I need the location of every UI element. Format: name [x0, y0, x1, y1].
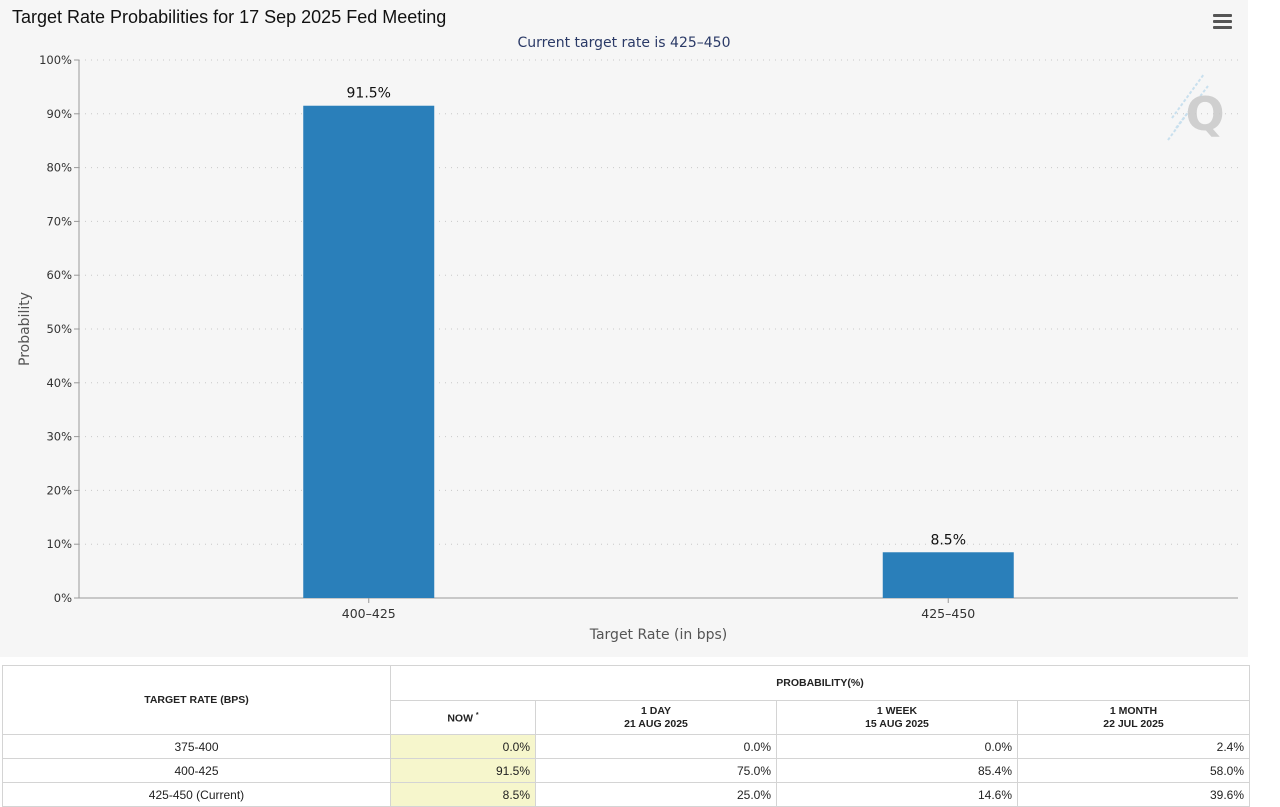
col-1day-header: 1 DAY 21 AUG 2025	[535, 700, 777, 735]
y-tick-label: 40%	[46, 376, 72, 390]
y-tick-label: 70%	[46, 214, 72, 228]
y-tick-label: 50%	[46, 322, 72, 336]
month-cell: 58.0%	[1017, 758, 1250, 783]
week-cell: 14.6%	[776, 782, 1018, 807]
probability-table: TARGET RATE (BPS) PROBABILITY(%) NOW * 1…	[2, 665, 1250, 807]
rate-cell: 375-400	[2, 734, 391, 759]
table-row: 400-425 91.5% 75.0% 85.4% 58.0%	[2, 758, 1250, 783]
table-row: 425-450 (Current) 8.5% 25.0% 14.6% 39.6%	[2, 782, 1250, 807]
day-cell: 25.0%	[535, 782, 777, 807]
chart-title: Target Rate Probabilities for 17 Sep 202…	[12, 7, 447, 27]
chart-subtitle: Current target rate is 425–450	[517, 35, 731, 51]
day-cell: 75.0%	[535, 758, 777, 783]
col-1month-header: 1 MONTH 22 JUL 2025	[1017, 700, 1250, 735]
y-tick-label: 0%	[54, 591, 72, 605]
bar-data-label: 8.5%	[930, 532, 966, 548]
bar-data-label: 91.5%	[347, 86, 391, 102]
bar-chart: Q 0% 10% 20% 30% 40% 50% 60% 70% 80% 90% 100% 91.5% 4…	[17, 53, 1238, 643]
col-1week-header: 1 WEEK 15 AUG 2025	[776, 700, 1018, 735]
x-tick-label: 425–450	[921, 606, 975, 621]
y-tick-label: 60%	[46, 268, 72, 282]
y-axis-title: Probability	[17, 292, 33, 366]
chart-panel: Q 0% 10% 20% 30% 40% 50% 60% 70% 80% 90% 100% 91.5% 4…	[12, 7, 1238, 643]
x-axis-title: Target Rate (in bps)	[589, 627, 728, 643]
now-cell: 91.5%	[390, 758, 536, 783]
col-now-header: NOW *	[390, 700, 536, 735]
table-row: 375-400 0.0% 0.0% 0.0% 2.4%	[2, 734, 1250, 759]
week-cell: 0.0%	[776, 734, 1018, 759]
y-tick-label: 30%	[46, 430, 72, 444]
y-tick-label: 10%	[46, 537, 72, 551]
bar	[303, 105, 435, 598]
probability-header: PROBABILITY(%)	[390, 665, 1250, 701]
week-cell: 85.4%	[776, 758, 1018, 783]
now-cell: 0.0%	[390, 734, 536, 759]
y-tick-label: 90%	[46, 107, 72, 121]
rate-cell: 400-425	[2, 758, 391, 783]
y-tick-label: 100%	[39, 53, 72, 67]
target-rate-header: TARGET RATE (BPS)	[2, 665, 391, 735]
watermark-logo: Q	[1167, 73, 1225, 141]
day-cell: 0.0%	[535, 734, 777, 759]
rate-cell: 425-450 (Current)	[2, 782, 391, 807]
svg-text:Q: Q	[1185, 87, 1224, 141]
month-cell: 39.6%	[1017, 782, 1250, 807]
now-cell: 8.5%	[390, 782, 536, 807]
bar	[882, 552, 1014, 598]
x-tick-label: 400–425	[342, 606, 396, 621]
hamburger-menu-icon[interactable]	[1210, 10, 1236, 32]
month-cell: 2.4%	[1017, 734, 1250, 759]
y-tick-label: 80%	[46, 161, 72, 175]
y-tick-label: 20%	[46, 483, 72, 497]
